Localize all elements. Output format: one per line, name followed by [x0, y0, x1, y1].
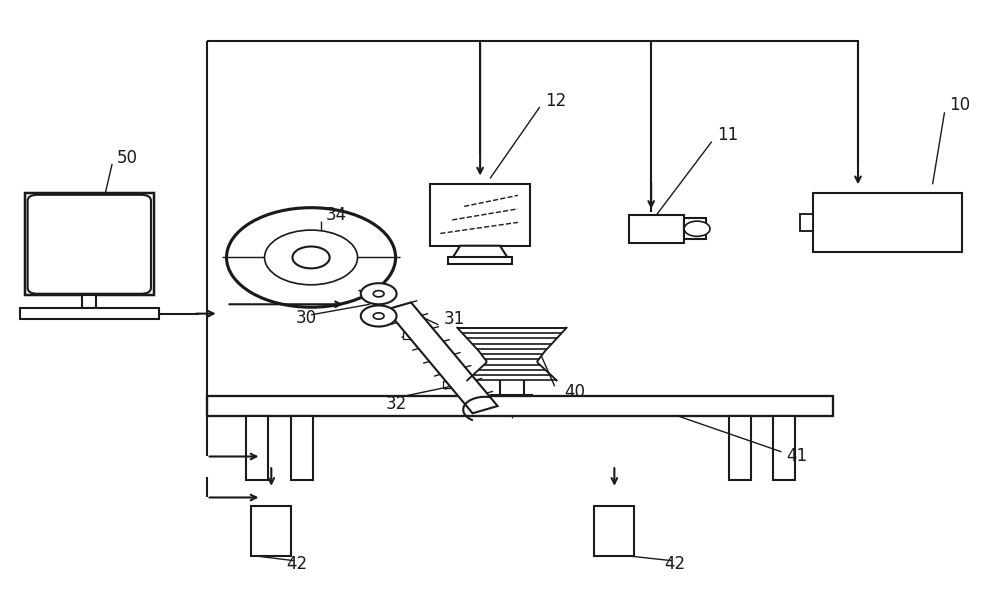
Text: 30: 30	[296, 309, 317, 327]
Bar	[684, 218, 706, 239]
Circle shape	[361, 306, 397, 327]
Polygon shape	[453, 246, 507, 258]
Bar	[20, 309, 159, 319]
Bar	[629, 215, 684, 243]
Bar	[246, 415, 268, 480]
Bar	[729, 415, 751, 480]
Text: 34: 34	[326, 206, 347, 224]
Circle shape	[684, 221, 710, 236]
Text: 42: 42	[664, 554, 685, 573]
Bar	[594, 506, 634, 556]
Text: 12: 12	[545, 92, 566, 110]
Text: 32: 32	[386, 395, 407, 413]
Text: 11: 11	[717, 125, 738, 144]
Text: 50: 50	[117, 149, 138, 167]
Circle shape	[292, 246, 330, 268]
Circle shape	[361, 283, 397, 304]
Circle shape	[265, 230, 358, 285]
Text: 10: 10	[949, 96, 971, 114]
Circle shape	[373, 291, 384, 297]
Bar	[25, 193, 154, 296]
Bar	[291, 415, 313, 480]
Bar	[251, 506, 291, 556]
Text: 42: 42	[286, 554, 307, 573]
Circle shape	[227, 207, 396, 307]
Bar	[207, 396, 833, 415]
Bar	[82, 296, 96, 309]
Bar	[430, 184, 530, 246]
Text: 40: 40	[565, 383, 586, 401]
Bar	[773, 415, 795, 480]
Bar	[813, 193, 962, 252]
Bar	[403, 332, 425, 339]
Circle shape	[373, 313, 384, 319]
Text: 41: 41	[786, 447, 808, 466]
Bar	[800, 213, 813, 231]
FancyBboxPatch shape	[28, 195, 151, 294]
Bar	[443, 381, 465, 388]
Text: 31: 31	[443, 310, 465, 328]
Bar	[448, 258, 512, 264]
Polygon shape	[386, 303, 498, 413]
